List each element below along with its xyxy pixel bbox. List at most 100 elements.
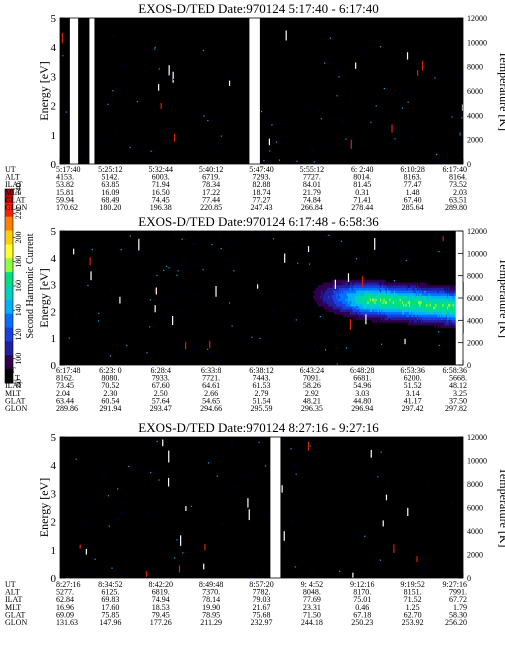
y-tick-label: 5	[51, 13, 57, 25]
spectrogram-cell	[350, 281, 352, 286]
spectrogram-cell	[343, 279, 346, 283]
spectrogram-cell	[390, 311, 393, 315]
spectrogram-cell	[369, 316, 372, 321]
spectrogram-cell	[321, 300, 324, 304]
orbit-table-cell: 18.53	[152, 603, 170, 612]
spectrogram-cell	[338, 308, 341, 312]
spectrogram-cell	[433, 292, 435, 296]
spectrogram-cell	[433, 300, 435, 304]
spectrogram-speck	[168, 65, 170, 76]
spectrogram-cell	[448, 314, 450, 318]
spectrogram-cell	[421, 287, 424, 291]
spectrogram-cell	[317, 284, 320, 288]
spectrogram-cell	[355, 273, 358, 278]
spectrogram-cell	[442, 314, 445, 318]
spectrogram-speck	[137, 239, 139, 241]
orbit-row-label: ILAT	[5, 595, 22, 604]
spectrogram-cell	[309, 287, 312, 291]
spectrogram-panel: EXOS-D/TED Date:970124 6:17:48 - 6:58:36…	[5, 214, 505, 413]
spectrogram-cell	[349, 279, 351, 283]
spectrogram-cell	[429, 314, 432, 318]
spectrogram-cell	[375, 311, 378, 315]
spectrogram-speck	[136, 101, 138, 103]
spectrogram-cell	[360, 300, 363, 304]
spectrogram-speck	[91, 249, 93, 251]
spectrogram-cell	[439, 284, 442, 288]
spectrogram-cell	[429, 316, 432, 321]
spectrogram-cell	[404, 295, 407, 299]
spectrogram-cell	[382, 311, 385, 315]
spectrogram-speck	[416, 556, 418, 563]
spectrogram-cell	[438, 295, 441, 299]
spectrogram-cell	[363, 273, 366, 278]
spectrogram-cell	[344, 314, 347, 318]
colorbar-tick-label: 120	[14, 329, 23, 341]
spectrogram-cell	[405, 300, 408, 304]
spectrogram-cell	[397, 279, 400, 283]
spectrogram-cell	[430, 287, 433, 291]
spectrogram-cell	[360, 298, 363, 302]
spectrogram-speck	[142, 250, 144, 253]
spectrogram-cell	[351, 276, 354, 280]
spectrogram-cell	[324, 287, 327, 291]
spectrogram-cell	[353, 303, 356, 307]
spectrogram-cell	[335, 298, 337, 302]
spectrogram-cell	[369, 287, 372, 291]
spectrogram-cell	[339, 289, 342, 294]
spectrogram-cell	[374, 322, 377, 326]
orbit-table-cell: 9:19:52	[400, 580, 424, 589]
spectrogram-cell	[410, 316, 412, 321]
spectrogram-cell	[361, 273, 364, 278]
spectrogram-cell	[349, 273, 351, 278]
spectrogram-cell	[452, 287, 455, 291]
spectrogram-cell	[413, 295, 416, 299]
spectrogram-cell	[410, 300, 412, 304]
spectrogram-cell	[368, 287, 371, 291]
spectrogram-cell	[434, 327, 436, 331]
spectrogram-cell	[427, 287, 430, 291]
spectrogram-cell	[423, 284, 426, 288]
spectrogram-cell	[366, 311, 369, 315]
spectrogram-cell	[344, 284, 347, 288]
y2-tick-label: 8000	[467, 480, 483, 489]
spectrogram-cell	[350, 319, 352, 323]
spectrogram-cell	[380, 316, 382, 321]
spectrogram-cell	[330, 308, 333, 312]
spectrogram-cell	[367, 276, 370, 280]
spectrogram-cell	[346, 295, 349, 299]
spectrogram-cell	[368, 319, 371, 323]
spectrogram-cell	[315, 287, 318, 291]
spectrogram-cell	[396, 276, 398, 280]
spectrogram-cell	[358, 295, 360, 299]
spectrogram-cell	[393, 314, 396, 318]
spectrogram-cell	[374, 276, 377, 280]
orbit-table-cell: 8163.	[404, 173, 422, 182]
spectrogram-cell	[353, 281, 356, 286]
spectrogram-speck	[146, 352, 148, 354]
spectrogram-cell	[406, 322, 409, 326]
spectrogram-cell	[357, 287, 359, 291]
spectrogram-cell	[360, 292, 363, 296]
spectrogram-cell	[441, 319, 443, 323]
spectrogram-cell	[307, 295, 310, 299]
spectrogram-cell	[441, 284, 443, 288]
spectrogram-speck	[432, 63, 434, 65]
spectrogram-cell	[404, 289, 407, 294]
spectrogram-cell	[400, 316, 403, 321]
y-axis-label: Energy [eV]	[37, 478, 51, 537]
spectrogram-cell	[354, 273, 357, 278]
spectrogram-cell	[328, 279, 331, 283]
spectrogram-cell	[444, 311, 447, 315]
spectrogram-cell	[322, 303, 325, 307]
spectrogram-cell	[363, 287, 366, 291]
spectrogram-speck	[375, 280, 377, 282]
spectrogram-cell	[352, 276, 355, 280]
spectrogram-cell	[360, 314, 363, 318]
spectrogram-cell	[344, 308, 347, 312]
spectrogram-cell	[435, 284, 438, 288]
spectrogram-cell	[452, 289, 455, 294]
spectrogram-cell	[330, 314, 333, 318]
spectrogram-cell	[330, 303, 333, 307]
spectrogram-cell	[396, 279, 398, 283]
spectrogram-cell	[400, 281, 403, 286]
